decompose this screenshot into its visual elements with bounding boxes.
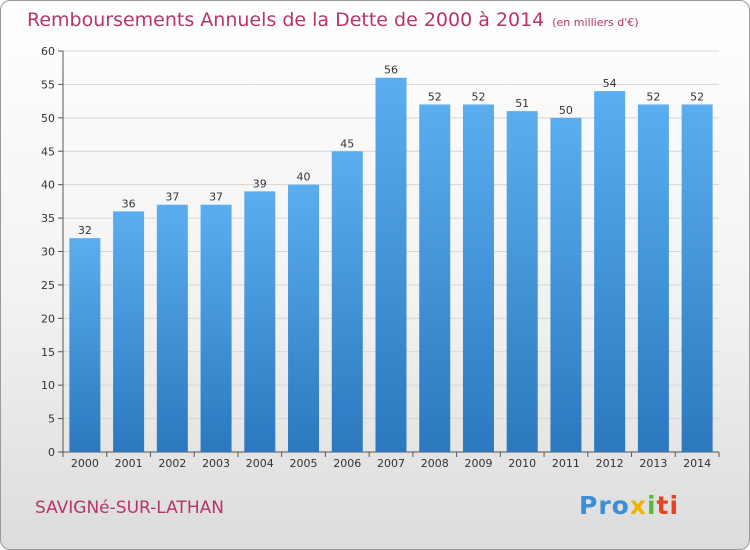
y-tick-label: 25: [41, 279, 55, 292]
data-label-2004: 39: [253, 177, 267, 190]
y-tick-label: 0: [48, 446, 55, 459]
proxiti-logo: Proxiti: [579, 491, 680, 520]
x-tick-label-2004: 2004: [246, 457, 274, 470]
x-tick-label-2009: 2009: [464, 457, 492, 470]
data-label-2009: 52: [471, 90, 485, 103]
bar-2006: [331, 151, 363, 452]
data-label-2010: 51: [515, 97, 529, 110]
y-tick-label: 10: [41, 379, 55, 392]
bar-2007: [375, 77, 407, 452]
bar-2012: [594, 91, 626, 452]
y-tick-label: 20: [41, 312, 55, 325]
data-labels: 32 36 37 37 39 40 45 56 52 52 51 50 54 52 52: [78, 64, 704, 237]
bar-2011: [550, 117, 582, 452]
x-tick-label-2013: 2013: [639, 457, 667, 470]
data-label-2005: 40: [297, 171, 311, 184]
chart-title: Remboursements Annuels de la Dette de 20…: [27, 9, 639, 31]
data-label-2012: 54: [603, 77, 617, 90]
x-tick-label-2014: 2014: [683, 457, 711, 470]
bar-2010: [506, 111, 538, 453]
y-tick-label: 55: [41, 78, 55, 91]
bar-2008: [419, 104, 451, 452]
bar-2001: [113, 211, 145, 452]
y-tick-label: 45: [41, 145, 55, 158]
data-label-2006: 45: [340, 137, 354, 150]
data-label-2011: 50: [559, 104, 573, 117]
data-label-2002: 37: [165, 191, 179, 204]
y-tick-label: 50: [41, 112, 55, 125]
x-tick-label-2000: 2000: [71, 457, 99, 470]
chart-title-text: Remboursements Annuels de la Dette de 20…: [27, 9, 545, 31]
data-label-2013: 52: [646, 90, 660, 103]
data-label-2014: 52: [690, 90, 704, 103]
y-tick-label: 15: [41, 346, 55, 359]
x-tick-label-2007: 2007: [377, 457, 405, 470]
bar-2009: [462, 104, 494, 452]
bar-2000: [69, 238, 101, 452]
commune-name: SAVIGNé-SUR-LATHAN: [35, 498, 224, 518]
bar-2013: [637, 104, 669, 452]
x-tick-label-2003: 2003: [202, 457, 230, 470]
data-label-2008: 52: [428, 90, 442, 103]
y-tick-label: 5: [48, 413, 55, 426]
y-tick-label: 60: [41, 45, 55, 58]
bar-2003: [200, 204, 232, 452]
x-tick-label-2005: 2005: [290, 457, 318, 470]
bar-2002: [156, 204, 188, 452]
bar-2004: [244, 191, 276, 452]
x-tick-label-2011: 2011: [552, 457, 580, 470]
x-tick-label-2010: 2010: [508, 457, 536, 470]
y-tick-label: 40: [41, 179, 55, 192]
data-label-2001: 36: [122, 197, 136, 210]
bar-2014: [681, 104, 713, 452]
x-tick-label-2006: 2006: [333, 457, 361, 470]
data-label-2007: 56: [384, 64, 398, 77]
x-tick-label-2012: 2012: [596, 457, 624, 470]
bar-2005: [288, 184, 320, 452]
x-tick-label-2008: 2008: [421, 457, 449, 470]
bars: [69, 77, 713, 453]
x-tick-label-2002: 2002: [158, 457, 186, 470]
data-label-2003: 37: [209, 191, 223, 204]
x-tick-label-2001: 2001: [115, 457, 143, 470]
chart-unit: (en milliers d'€): [552, 16, 639, 29]
y-tick-label: 35: [41, 212, 55, 225]
y-tick-label: 30: [41, 246, 55, 259]
data-label-2000: 32: [78, 224, 92, 237]
